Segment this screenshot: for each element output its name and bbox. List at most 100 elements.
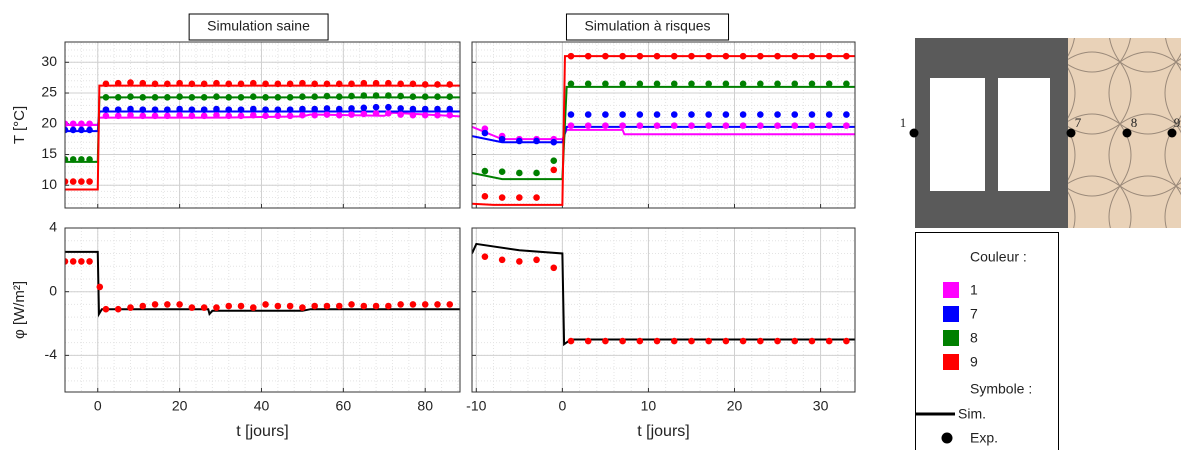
exp-point	[127, 105, 134, 113]
exp-point	[96, 283, 104, 291]
wall-diagram: 1 7 8 9	[900, 38, 1181, 228]
exp-point	[372, 79, 380, 87]
exp-point	[409, 301, 417, 308]
exp-point	[335, 105, 343, 113]
exp-point	[567, 80, 575, 88]
exp-point	[274, 106, 282, 113]
sensor-label: 7	[1075, 115, 1082, 130]
exp-point	[299, 79, 306, 87]
exp-point	[808, 80, 816, 88]
exp-point	[164, 301, 171, 308]
exp-point	[385, 92, 392, 99]
exp-point	[139, 112, 147, 120]
exp-point	[636, 52, 644, 60]
y-tick-label: 15	[41, 145, 57, 161]
exp-point	[102, 94, 110, 101]
exp-point	[127, 93, 134, 101]
subplot: 0 20 40 60 80 -4 0 4 t [jours] φ [W/m²]	[11, 219, 461, 440]
exp-point	[139, 79, 147, 87]
exp-point	[225, 106, 233, 113]
exp-point	[249, 105, 257, 113]
legend-label: Exp.	[970, 430, 998, 446]
exp-point	[213, 79, 220, 87]
exp-point	[533, 256, 540, 264]
exp-point	[360, 302, 368, 310]
exp-point	[348, 111, 355, 118]
exp-point	[299, 111, 306, 119]
exp-point	[372, 110, 380, 117]
exp-point	[102, 112, 110, 120]
exp-point	[843, 337, 850, 345]
subplot-title: Simulation saine	[207, 18, 310, 34]
exp-point	[774, 337, 781, 345]
plot-area	[472, 42, 855, 208]
sensor-label: 9	[1174, 115, 1181, 130]
sensor-label: 8	[1131, 115, 1138, 130]
exp-point	[249, 93, 257, 101]
y-tick-label: 25	[41, 84, 57, 100]
exp-point	[421, 93, 429, 101]
x-tick-label: -10	[466, 398, 486, 414]
exp-point	[516, 258, 523, 265]
exp-point	[274, 80, 282, 88]
exp-point	[249, 79, 257, 87]
exp-point	[584, 337, 592, 345]
exp-point	[791, 122, 799, 129]
exp-point	[705, 111, 712, 118]
legend-label: 9	[970, 354, 978, 370]
exp-point	[213, 111, 220, 119]
exp-point	[602, 111, 609, 118]
exp-point	[757, 337, 764, 345]
exp-point	[200, 80, 208, 88]
exp-point	[335, 111, 343, 119]
exp-point	[705, 52, 712, 60]
exp-point	[262, 80, 269, 88]
exp-point	[237, 106, 245, 113]
legend-title: Symbole :	[970, 381, 1032, 397]
exp-point	[237, 112, 245, 120]
exp-point	[86, 156, 93, 163]
subplot: -10 0 10 20 30 t [jours]	[466, 227, 856, 440]
x-tick-label: 20	[727, 398, 743, 414]
exp-point	[825, 80, 833, 88]
exp-point	[670, 52, 678, 60]
exp-point	[311, 93, 318, 101]
exp-point	[188, 304, 196, 311]
exp-point	[286, 106, 294, 113]
exp-point	[722, 52, 730, 60]
exp-point	[584, 80, 592, 88]
exp-point	[843, 52, 850, 60]
exp-point	[86, 120, 93, 128]
legend-box	[915, 232, 1059, 450]
exp-point	[262, 112, 269, 120]
exp-point	[688, 111, 695, 118]
exp-point	[213, 105, 220, 113]
exp-point	[78, 156, 85, 163]
exp-point	[653, 52, 661, 60]
exp-point	[274, 302, 282, 310]
exp-point	[550, 264, 558, 272]
exp-point	[409, 105, 417, 113]
plot-content	[472, 52, 855, 206]
legend-swatch	[943, 282, 959, 298]
exp-point	[739, 337, 747, 345]
exp-point	[774, 52, 781, 60]
cavity	[930, 78, 985, 191]
exp-point	[127, 304, 134, 311]
exp-point	[739, 122, 747, 129]
exp-point	[434, 81, 441, 88]
exp-point	[139, 302, 147, 310]
exp-point	[722, 337, 730, 345]
exp-point	[69, 156, 77, 163]
exp-point	[102, 305, 110, 313]
exp-point	[114, 305, 122, 313]
sensor	[909, 128, 919, 138]
exp-point	[86, 126, 93, 134]
x-tick-label: 0	[558, 398, 566, 414]
exp-point	[274, 94, 282, 101]
exp-point	[670, 122, 678, 129]
x-tick-label: 0	[94, 398, 102, 414]
title-box	[565, 13, 730, 41]
y-tick-label: 0	[49, 282, 57, 298]
sensor-label: 1	[900, 115, 907, 130]
